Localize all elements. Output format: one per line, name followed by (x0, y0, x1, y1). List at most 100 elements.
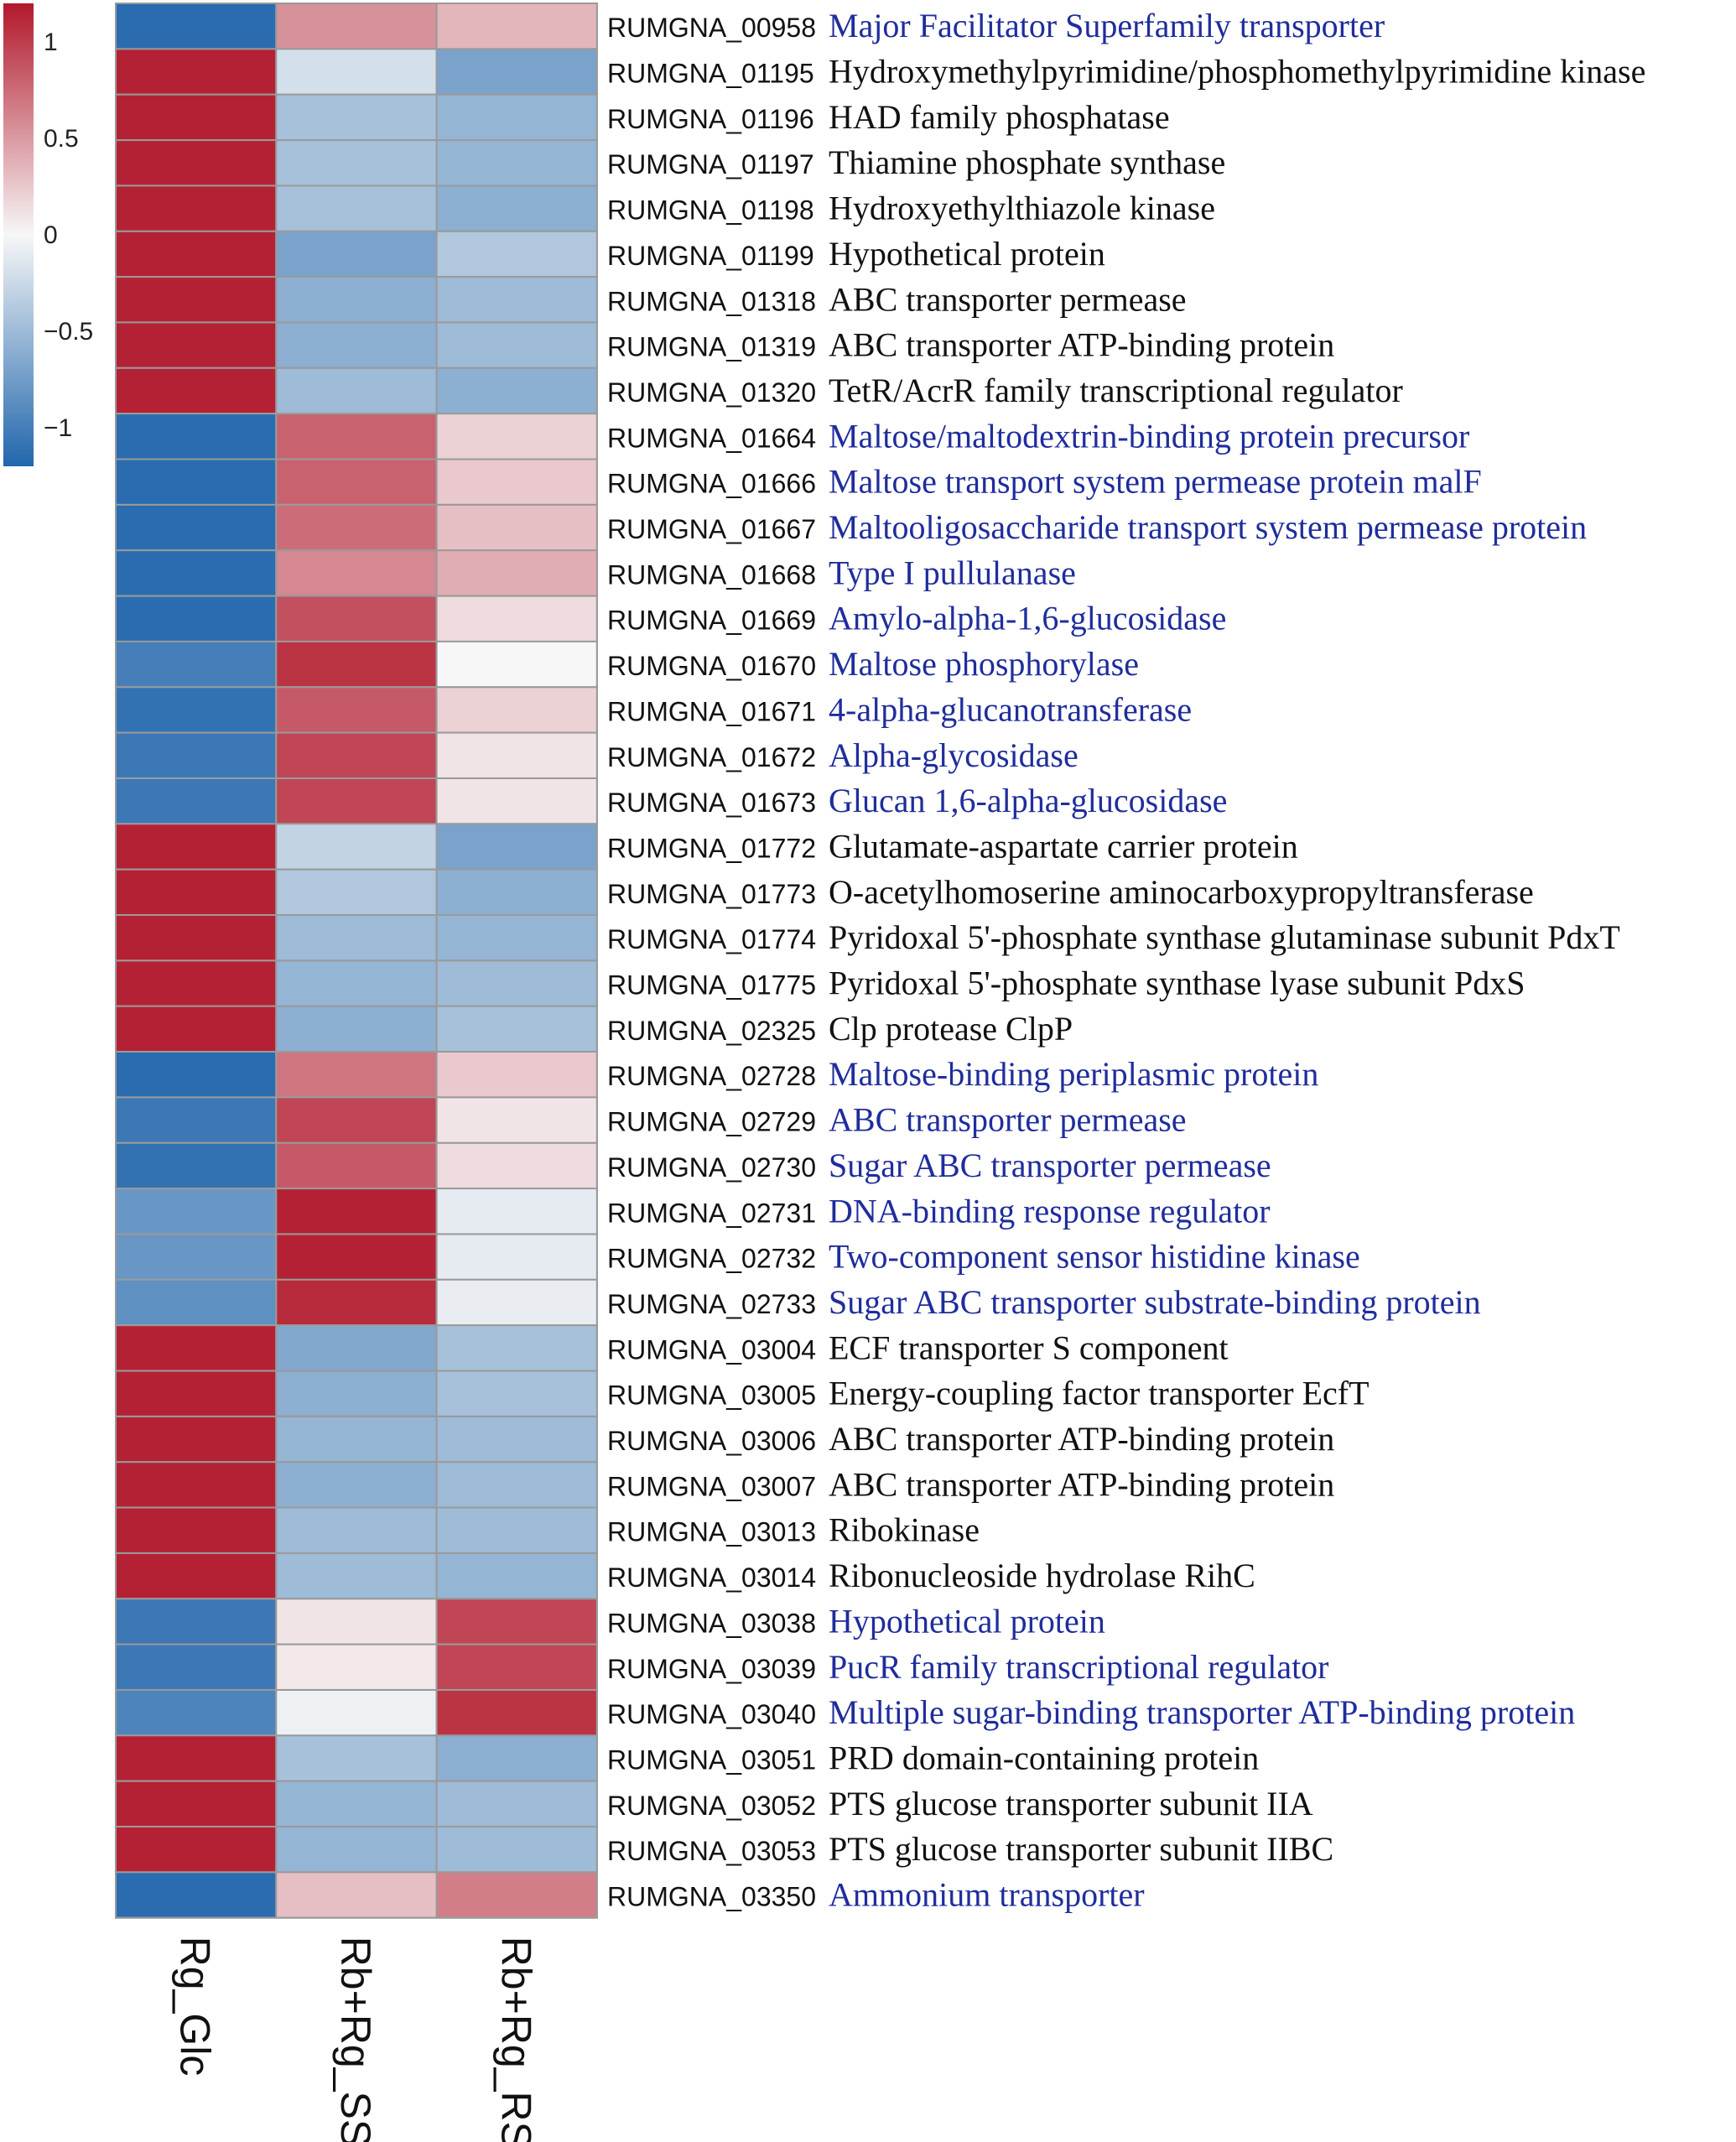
colorbar-tick-label: 0.5 (44, 125, 79, 153)
gene-id-label: RUMGNA_01320 (607, 377, 816, 408)
heatmap-cell (435, 1415, 598, 1464)
heatmap-cell (435, 1324, 598, 1372)
heatmap-cell (275, 959, 438, 1007)
gene-description-label: Pyridoxal 5'-phosphate synthase lyase su… (829, 964, 1525, 1002)
heatmap-cell (115, 1233, 278, 1281)
heatmap-cell (115, 1871, 278, 1919)
heatmap-cell (435, 1734, 598, 1782)
heatmap-cell (435, 3, 598, 50)
heatmap-cell (275, 1005, 438, 1053)
heatmap-cell (435, 1598, 598, 1645)
gene-id-label: RUMGNA_03004 (607, 1334, 816, 1365)
heatmap-cell (435, 276, 598, 324)
gene-id-label: RUMGNA_01774 (607, 924, 816, 954)
heatmap-cell (275, 93, 438, 142)
gene-description-label: Ammonium transporter (829, 1876, 1145, 1914)
gene-description-label: O-acetylhomoserine aminocarboxypropyltra… (829, 873, 1534, 911)
heatmap-cell (275, 458, 438, 506)
heatmap-cell (115, 321, 278, 369)
gene-id-label: RUMGNA_00958 (607, 13, 816, 43)
heatmap-cell (275, 1598, 438, 1645)
heatmap-cell (275, 914, 438, 962)
heatmap-cell (275, 1552, 438, 1600)
heatmap-cell (435, 1096, 598, 1144)
colorbar-tick-label: −1 (44, 414, 72, 442)
heatmap-cell (435, 1370, 598, 1417)
heatmap-cell (115, 367, 278, 415)
heatmap-cell (275, 1188, 438, 1235)
gene-id-label: RUMGNA_03038 (607, 1608, 816, 1638)
heatmap-cell (115, 777, 278, 825)
heatmap-cell (435, 777, 598, 825)
heatmap-cell (115, 1005, 278, 1053)
heatmap-cell (275, 1141, 438, 1190)
heatmap-cell (115, 1780, 278, 1828)
heatmap-cell (435, 93, 598, 142)
heatmap-cell (275, 1734, 438, 1782)
heatmap-cell (435, 549, 598, 597)
gene-description-label: DNA-binding response regulator (829, 1192, 1271, 1230)
heatmap-cell (115, 823, 278, 871)
heatmap-cell (435, 413, 598, 460)
gene-id-label: RUMGNA_01670 (607, 651, 816, 681)
heatmap-cell (275, 549, 438, 597)
heatmap-cell (115, 503, 278, 552)
gene-id-label: RUMGNA_01319 (607, 332, 816, 362)
gene-description-label: Alpha-glycosidase (829, 736, 1079, 774)
heatmap-cell (115, 1643, 278, 1691)
gene-id-label: RUMGNA_03051 (607, 1745, 816, 1775)
gene-description-label: Amylo-alpha-1,6-glucosidase (829, 600, 1226, 637)
heatmap-cell (275, 367, 438, 415)
gene-description-label: Thiamine phosphate synthase (829, 143, 1225, 181)
heatmap-cell (115, 48, 278, 96)
heatmap-cell (115, 1096, 278, 1144)
heatmap-border (115, 3, 598, 1919)
heatmap-cell (435, 731, 598, 779)
gene-description-label: Hydroxymethylpyrimidine/phosphomethylpyr… (829, 53, 1645, 91)
gene-id-label: RUMGNA_03350 (607, 1882, 816, 1912)
gene-description-label: Hypothetical protein (829, 1602, 1105, 1640)
gene-description-label: PucR family transcriptional regulator (829, 1648, 1329, 1686)
gene-id-label: RUMGNA_02732 (607, 1244, 816, 1274)
heatmap-cell (275, 686, 438, 734)
heatmap-cell (115, 1278, 278, 1327)
heatmap-cell (115, 1415, 278, 1464)
heatmap-cell (115, 549, 278, 597)
heatmap-cell (275, 1461, 438, 1509)
heatmap-cell (115, 185, 278, 232)
gene-id-label: RUMGNA_01668 (607, 559, 816, 590)
heatmap-cell (275, 777, 438, 825)
heatmap-cell (115, 1598, 278, 1645)
heatmap-cell (115, 230, 278, 278)
heatmap-cell (435, 230, 598, 278)
gene-id-label: RUMGNA_03006 (607, 1426, 816, 1456)
heatmap-cell (275, 1506, 438, 1554)
heatmap-cell (435, 1643, 598, 1691)
heatmap-cell (435, 48, 598, 96)
heatmap-cell (275, 868, 438, 917)
heatmap-cell (115, 1370, 278, 1417)
gene-description-label: HAD family phosphatase (829, 98, 1170, 136)
heatmap-cell (115, 1734, 278, 1782)
heatmap-cell (275, 503, 438, 552)
gene-description-label: Energy-coupling factor transporter EcfT (829, 1375, 1370, 1412)
heatmap-cell (115, 1506, 278, 1554)
column-labels: Rg_Glc Rb+Rg_SS Rb+Rg_RS (172, 1937, 540, 2142)
gene-id-label: RUMGNA_02325 (607, 1016, 816, 1046)
heatmap-cell (115, 93, 278, 142)
heatmap-cell (115, 640, 278, 689)
gene-id-label: RUMGNA_01196 (607, 104, 814, 134)
gene-id-label: RUMGNA_03040 (607, 1699, 816, 1729)
heatmap-cell (275, 823, 438, 871)
heatmap-cell (435, 1278, 598, 1327)
heatmap-cell (435, 686, 598, 734)
heatmap-cell (275, 413, 438, 460)
gene-description-label: Hypothetical protein (829, 235, 1105, 273)
heatmap-cell (115, 868, 278, 917)
heatmap-cell (435, 1780, 598, 1828)
heatmap-cell (275, 230, 438, 278)
heatmap-cell (275, 1415, 438, 1464)
heatmap-cell (435, 1051, 598, 1099)
heatmap-cell (435, 503, 598, 552)
